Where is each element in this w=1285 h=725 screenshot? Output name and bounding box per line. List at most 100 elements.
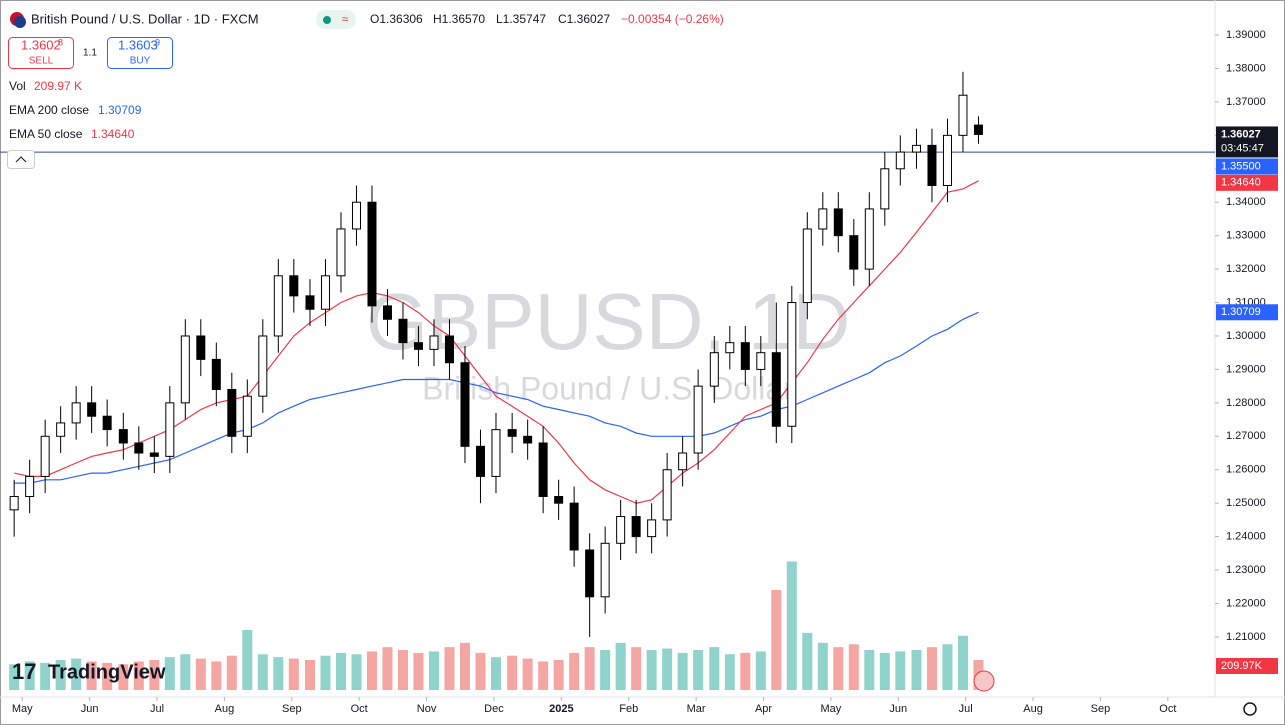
- x-tick-label: Apr: [755, 703, 772, 715]
- volume-bar: [428, 651, 439, 690]
- x-tick-label: Jun: [81, 703, 99, 715]
- volume-bar: [242, 630, 253, 690]
- candle-body: [87, 402, 97, 417]
- volume-bar: [351, 654, 362, 690]
- candle-body: [585, 549, 595, 598]
- ema200-price-label: 1.30709: [1221, 306, 1261, 318]
- candle-body: [102, 415, 112, 431]
- candle-body: [833, 208, 843, 237]
- volume-bar: [569, 652, 580, 690]
- y-tick-label: 1.34000: [1226, 196, 1266, 208]
- candle-body: [227, 388, 237, 437]
- volume-bar: [584, 647, 595, 690]
- collapse-icon: [15, 156, 27, 163]
- candle-body: [460, 362, 470, 447]
- volume-bar: [662, 648, 673, 690]
- y-tick-label: 1.32000: [1226, 263, 1266, 275]
- ohlc-close: C1.36027: [558, 12, 610, 26]
- volume-bar: [771, 590, 782, 690]
- y-tick-label: 1.37000: [1226, 96, 1266, 108]
- x-tick-label: Oct: [1159, 703, 1176, 715]
- settings-icon[interactable]: [1243, 702, 1257, 716]
- ohlc-low: L1.35747: [496, 12, 546, 26]
- y-tick-label: 1.27000: [1226, 430, 1266, 442]
- y-tick-label: 1.39000: [1226, 29, 1266, 41]
- candle-body: [880, 168, 890, 210]
- candle-body: [71, 402, 81, 424]
- candle-body: [9, 495, 19, 511]
- volume-bar: [55, 660, 66, 690]
- candle-body: [600, 542, 610, 598]
- candle-body: [491, 429, 501, 477]
- symbol-flag: [14, 16, 26, 28]
- volume-bar: [926, 647, 937, 690]
- volume-bar: [149, 660, 160, 690]
- ohlc-high: H1.36570: [433, 12, 485, 26]
- volume-bar: [942, 644, 953, 690]
- x-tick-label: May: [12, 703, 33, 715]
- candle-body: [273, 275, 283, 337]
- volume-bar: [397, 650, 408, 690]
- legend-volume-value: 209.97 K: [34, 79, 82, 93]
- y-tick-label: 1.21000: [1226, 631, 1266, 643]
- volume-bar: [755, 651, 766, 690]
- x-tick-label: 2025: [549, 703, 573, 715]
- volume-bar: [802, 632, 813, 690]
- candle-body: [538, 442, 548, 497]
- events-icon[interactable]: [973, 670, 995, 692]
- candle-body: [413, 342, 423, 350]
- sell-price: 1.3602: [21, 37, 61, 52]
- x-tick-label: May: [820, 703, 841, 715]
- volume-bar: [180, 654, 191, 690]
- volume-bar: [817, 642, 828, 690]
- candles: [9, 71, 983, 637]
- x-tick-label: Sep: [1091, 703, 1111, 715]
- candle-body: [569, 502, 579, 551]
- legend-ema50-name: EMA 50 close: [9, 127, 83, 141]
- candle-body: [258, 335, 268, 397]
- candle-body: [709, 352, 719, 387]
- x-tick-label: Jul: [959, 703, 973, 715]
- volume-bar: [709, 647, 720, 690]
- legend-ema200-name: EMA 200 close: [9, 103, 89, 117]
- candle-body: [118, 429, 128, 444]
- volume-bar: [833, 647, 844, 690]
- candle-body: [864, 208, 874, 270]
- ema50-price-label-box: [1216, 174, 1278, 191]
- market-status[interactable]: [316, 10, 356, 29]
- candle-body: [849, 235, 859, 270]
- volume-bar: [71, 658, 82, 690]
- candle-body: [973, 124, 983, 135]
- candle-body: [895, 151, 905, 170]
- collapse-button[interactable]: [7, 150, 35, 169]
- volume-bar: [957, 635, 968, 690]
- volume-bar: [615, 642, 626, 690]
- candle-body: [211, 358, 221, 390]
- volume-bar: [382, 647, 393, 690]
- sell-pip: 8: [58, 37, 63, 47]
- buy-button[interactable]: [107, 37, 173, 69]
- volume-label-box: [1216, 658, 1278, 674]
- volume-bar: [118, 664, 129, 690]
- volume-bar: [740, 652, 751, 690]
- volume-pane: [9, 561, 984, 690]
- candle-body: [56, 422, 66, 437]
- volume-bar: [288, 658, 299, 690]
- candle-body: [149, 452, 159, 457]
- volume-bar: [86, 661, 97, 690]
- sell-button[interactable]: [8, 37, 74, 69]
- candle-body: [693, 385, 703, 454]
- hline-price-label: 1.35500: [1221, 160, 1261, 172]
- y-tick-label: 1.25000: [1226, 497, 1266, 509]
- candle-body: [507, 429, 517, 437]
- ohlc-open: O1.36306: [370, 12, 423, 26]
- volume-bar: [444, 647, 455, 690]
- candle-body: [927, 144, 937, 187]
- legend-ema200-value: 1.30709: [98, 103, 142, 117]
- legend-ema50-value: 1.34640: [91, 127, 135, 141]
- candle-body: [647, 519, 657, 538]
- y-tick-label: 1.38000: [1226, 62, 1266, 74]
- candle-body: [740, 342, 750, 370]
